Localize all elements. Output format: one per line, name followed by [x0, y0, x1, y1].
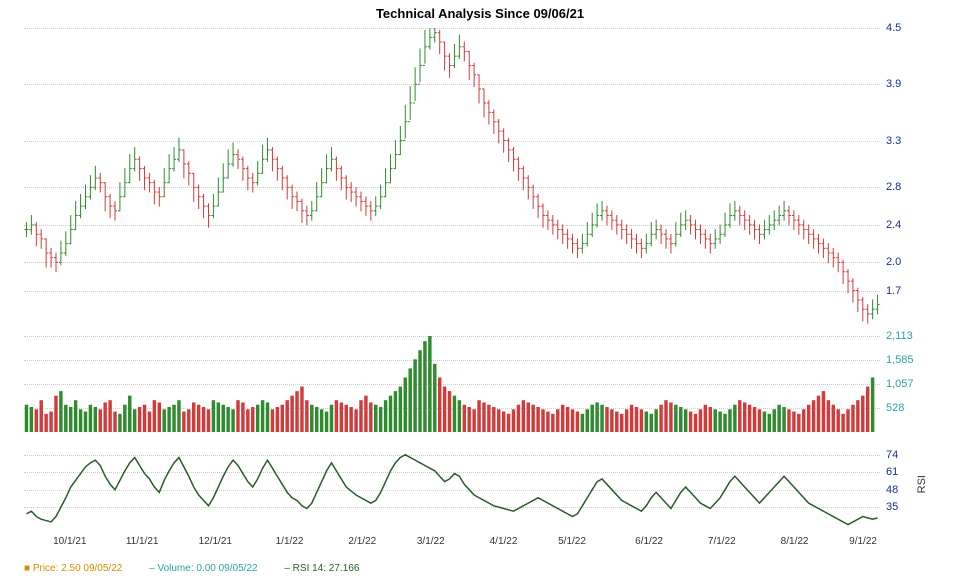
chart-container: Technical Analysis Since 09/06/21 4.53.9… — [0, 0, 960, 576]
price-panel: 4.53.93.32.82.42.01.7 — [24, 28, 880, 328]
rsi-axis-title: RSI — [916, 475, 928, 493]
rsi-panel: 74614835 — [24, 440, 880, 534]
chart-title: Technical Analysis Since 09/06/21 — [0, 0, 960, 23]
legend: ■ Price: 2.50 09/05/22 – Volume: 0.00 09… — [24, 563, 383, 574]
legend-rsi: – RSI 14: 27.166 — [284, 563, 371, 574]
legend-volume: – Volume: 0.00 09/05/22 — [149, 563, 269, 574]
legend-price: ■ Price: 2.50 09/05/22 — [24, 563, 134, 574]
volume-panel: 2,1131,5851,057528 — [24, 336, 880, 432]
